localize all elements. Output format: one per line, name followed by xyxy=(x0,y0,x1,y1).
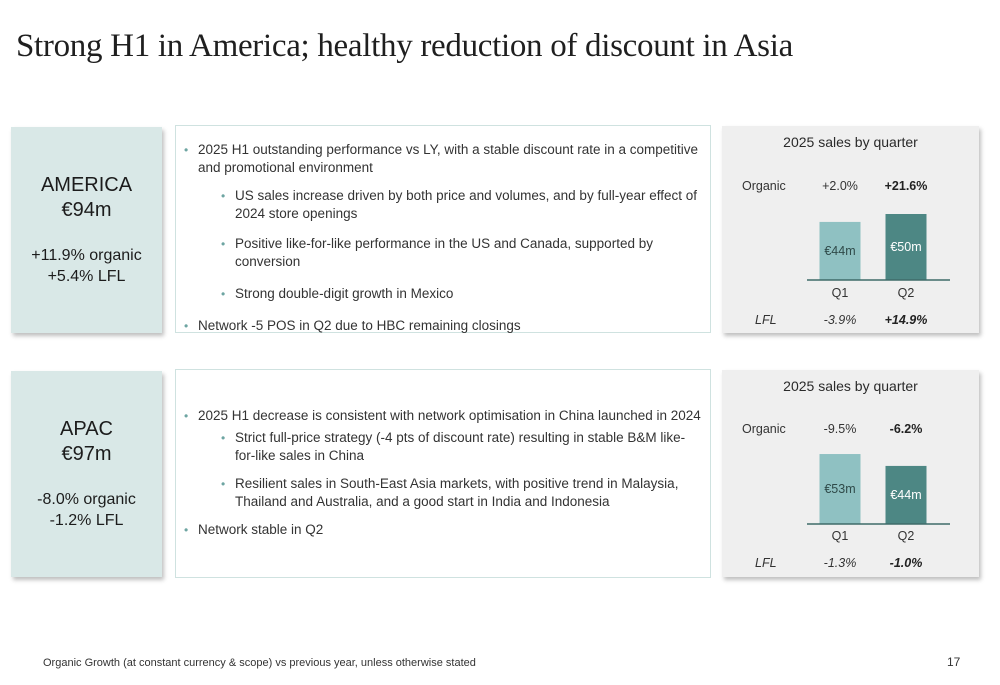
bar-q1 xyxy=(819,221,861,280)
chart-title: 2025 sales by quarter xyxy=(783,378,918,394)
category-label-q1: Q1 xyxy=(832,286,849,300)
region-lfl: +5.4% LFL xyxy=(47,268,126,285)
bullet: 2025 H1 outstanding performance vs LY, w… xyxy=(176,141,704,177)
chart-title: 2025 sales by quarter xyxy=(783,134,918,150)
lfl-q1: -3.9% xyxy=(824,313,857,327)
category-label-q2: Q2 xyxy=(898,286,915,300)
bullet-text: 2025 H1 decrease is consistent with netw… xyxy=(198,408,701,423)
quarterly-sales-chart-apac: 2025 sales by quarter Organic -9.5% -6.2… xyxy=(722,370,979,577)
sub-bullet: Strong double-digit growth in Mexico xyxy=(176,285,704,303)
category-label-q1: Q1 xyxy=(832,529,849,543)
region-box-america: AMERICA €94m +11.9% organic +5.4% LFL xyxy=(11,127,162,333)
category-label-q2: Q2 xyxy=(898,529,915,543)
sub-bullet: US sales increase driven by both price a… xyxy=(176,187,704,223)
chart-svg: Organic +2.0% +21.6% €44m €50m Q1 Q2 LFL … xyxy=(742,179,950,327)
organic-q2: -6.2% xyxy=(890,422,923,436)
bar-q2 xyxy=(885,465,927,524)
region-total: €94m xyxy=(61,199,112,221)
sub-bullet: Resilient sales in South-East Asia marke… xyxy=(176,475,704,511)
commentary-box-america: 2025 H1 outstanding performance vs LY, w… xyxy=(175,125,711,335)
sub-bullet: Strict full-price strategy (-4 pts of di… xyxy=(176,429,704,465)
region-name: APAC xyxy=(60,418,113,440)
sub-bullet: Positive like-for-like performance in th… xyxy=(176,235,704,271)
organic-q1: +2.0% xyxy=(822,179,858,193)
organic-q1: -9.5% xyxy=(824,422,857,436)
bar-value-label: €44m xyxy=(824,244,855,258)
page-number: 17 xyxy=(947,655,961,669)
lfl-label: LFL xyxy=(755,556,777,570)
bullet-text: Network -5 POS in Q2 due to HBC remainin… xyxy=(198,318,521,333)
bullet: 2025 H1 decrease is consistent with netw… xyxy=(176,407,704,425)
bar-q2 xyxy=(885,214,927,280)
lfl-q2: -1.0% xyxy=(890,556,923,570)
organic-q2: +21.6% xyxy=(885,179,928,193)
bar-value-label: €53m xyxy=(824,482,855,496)
organic-label: Organic xyxy=(742,422,786,436)
region-total: €97m xyxy=(61,443,112,465)
page-title: Strong H1 in America; healthy reduction … xyxy=(16,28,793,64)
footnote: Organic Growth (at constant currency & s… xyxy=(43,657,476,669)
lfl-q1: -1.3% xyxy=(824,556,857,570)
sub-bullet-text: US sales increase driven by both price a… xyxy=(235,188,697,221)
bullet-text: Network stable in Q2 xyxy=(198,522,324,537)
lfl-label: LFL xyxy=(755,313,777,327)
lfl-q2: +14.9% xyxy=(885,313,928,327)
sub-bullet-text: Resilient sales in South-East Asia marke… xyxy=(235,476,679,509)
quarterly-sales-chart-america: 2025 sales by quarter Organic +2.0% +21.… xyxy=(722,126,979,333)
bars-group: €44m €50m xyxy=(819,214,927,280)
region-organic: +11.9% organic xyxy=(31,247,142,264)
chart-svg: Organic -9.5% -6.2% €53m €44m Q1 Q2 LFL -… xyxy=(742,422,950,570)
bullet: Network stable in Q2 xyxy=(176,521,704,539)
sub-bullet-text: Positive like-for-like performance in th… xyxy=(235,236,653,269)
region-name: AMERICA xyxy=(40,174,133,196)
region-box-apac: APAC €97m -8.0% organic -1.2% LFL xyxy=(11,371,162,577)
bar-q1 xyxy=(819,454,861,524)
bars-group: €53m €44m xyxy=(819,454,927,524)
region-lfl: -1.2% LFL xyxy=(49,512,124,529)
bar-value-label: €44m xyxy=(890,488,921,502)
sub-bullet-text: Strict full-price strategy (-4 pts of di… xyxy=(235,430,686,463)
region-organic: -8.0% organic xyxy=(37,491,136,508)
bullet-text: 2025 H1 outstanding performance vs LY, w… xyxy=(198,142,699,175)
commentary-box-apac: 2025 H1 decrease is consistent with netw… xyxy=(175,369,711,578)
bullet: Network -5 POS in Q2 due to HBC remainin… xyxy=(176,317,704,335)
sub-bullet-text: Strong double-digit growth in Mexico xyxy=(235,286,454,301)
bar-value-label: €50m xyxy=(890,240,921,254)
organic-label: Organic xyxy=(742,179,786,193)
